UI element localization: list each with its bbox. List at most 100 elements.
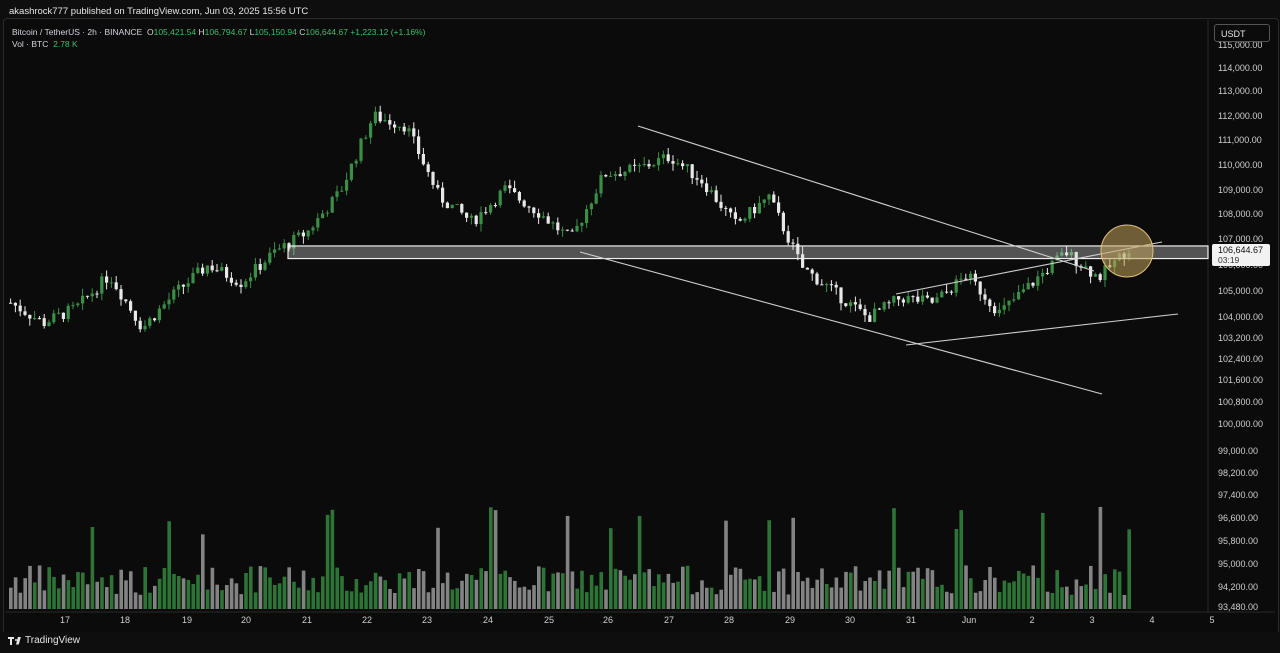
tradingview-logo[interactable]: TradingView (8, 635, 80, 646)
candle-body (537, 213, 541, 218)
price-tick-label: 95,000.00 (1218, 559, 1258, 569)
candle-body (489, 205, 493, 213)
volume-bar (215, 584, 219, 609)
candle-body (455, 204, 459, 206)
volume-bar (844, 571, 848, 609)
candle-body (503, 185, 507, 191)
volume-bar (292, 581, 296, 609)
candle-body (71, 305, 75, 307)
candle-body (767, 194, 771, 200)
candle-body (743, 218, 747, 221)
volume-bar (61, 574, 66, 609)
candle-body (349, 163, 353, 180)
time-tick-label: Jun (962, 615, 977, 625)
price-tick-label: 114,000.00 (1218, 63, 1262, 73)
volume-bar (887, 570, 891, 609)
candle-body (868, 315, 872, 322)
candle-body (129, 301, 133, 311)
candle-body (340, 190, 344, 192)
volume-bar (52, 576, 56, 609)
candle-body (114, 282, 118, 290)
volume-bar (340, 576, 344, 609)
candle-body (671, 161, 675, 164)
volume-bar (23, 578, 27, 609)
candle-body (426, 164, 430, 172)
candle-body (417, 136, 421, 154)
volume-bar (873, 581, 877, 609)
candle-body (167, 299, 171, 305)
candle-body (873, 308, 877, 322)
currency-button[interactable]: USDT (1214, 24, 1270, 42)
candle-body (153, 318, 157, 321)
volume-bar (133, 592, 138, 609)
candle-body (801, 254, 805, 268)
volume-bar (786, 594, 791, 609)
volume-bar (666, 573, 671, 609)
candle-body (244, 281, 248, 288)
candle-body (532, 207, 536, 214)
volume-bar (743, 579, 747, 609)
candle-body (9, 302, 13, 304)
volume-bar (388, 588, 392, 609)
volume-bar (460, 580, 464, 609)
volume-bar (652, 586, 656, 609)
candle-body (858, 304, 862, 309)
candle-body (647, 164, 651, 167)
time-tick-label: 31 (906, 615, 916, 625)
volume-bar (47, 567, 51, 609)
candle-body (738, 218, 742, 221)
candle-body (407, 128, 411, 132)
candle-body (973, 273, 977, 282)
candle-body (911, 296, 915, 298)
candle-body (522, 200, 526, 207)
volume-bar (114, 593, 119, 609)
volume-bar (167, 521, 171, 609)
candle-body (220, 267, 224, 271)
volume-bar (426, 592, 431, 609)
volume-bar (90, 526, 95, 609)
volume-bar (609, 528, 613, 609)
volume-bar (527, 589, 531, 609)
volume-bar (657, 574, 661, 609)
volume-bar (892, 508, 896, 609)
volume-bar (839, 587, 843, 609)
candle-body (666, 154, 670, 162)
candle-body (397, 126, 401, 128)
candle-body (993, 306, 997, 314)
volume-bar (997, 591, 1002, 609)
time-tick-label: 21 (302, 615, 312, 625)
candle-body (580, 222, 584, 226)
volume-bar (623, 575, 627, 609)
candle-body (1065, 252, 1069, 256)
candle-body (1103, 265, 1107, 281)
volume-bar (1017, 570, 1021, 609)
candle-body (709, 190, 713, 193)
volume-bar (95, 581, 99, 609)
volume-bar (436, 527, 440, 609)
candle-body (229, 277, 233, 283)
volume-bar (724, 520, 728, 609)
time-tick-label: 23 (422, 615, 432, 625)
candle-body (1050, 260, 1054, 273)
time-tick-label: 4 (1149, 615, 1154, 625)
volume-bar (594, 585, 599, 609)
volume-bar (685, 565, 690, 609)
volume-bar (66, 580, 71, 609)
volume-bar (354, 579, 359, 609)
volume-bar (412, 588, 416, 609)
candle-body (930, 297, 934, 303)
candle-body (431, 171, 435, 185)
candle-body (177, 284, 181, 290)
candle-body (172, 289, 176, 300)
volume-bar (575, 588, 579, 609)
candle-body (940, 291, 944, 298)
volume-bar (695, 592, 699, 609)
volume-bar (522, 586, 527, 609)
volume-bar (225, 585, 229, 609)
volume-bar (1089, 565, 1093, 609)
volume-bar (378, 576, 383, 609)
volume-bar (781, 568, 786, 609)
candle-body (969, 273, 973, 279)
volume-bar (815, 579, 819, 609)
